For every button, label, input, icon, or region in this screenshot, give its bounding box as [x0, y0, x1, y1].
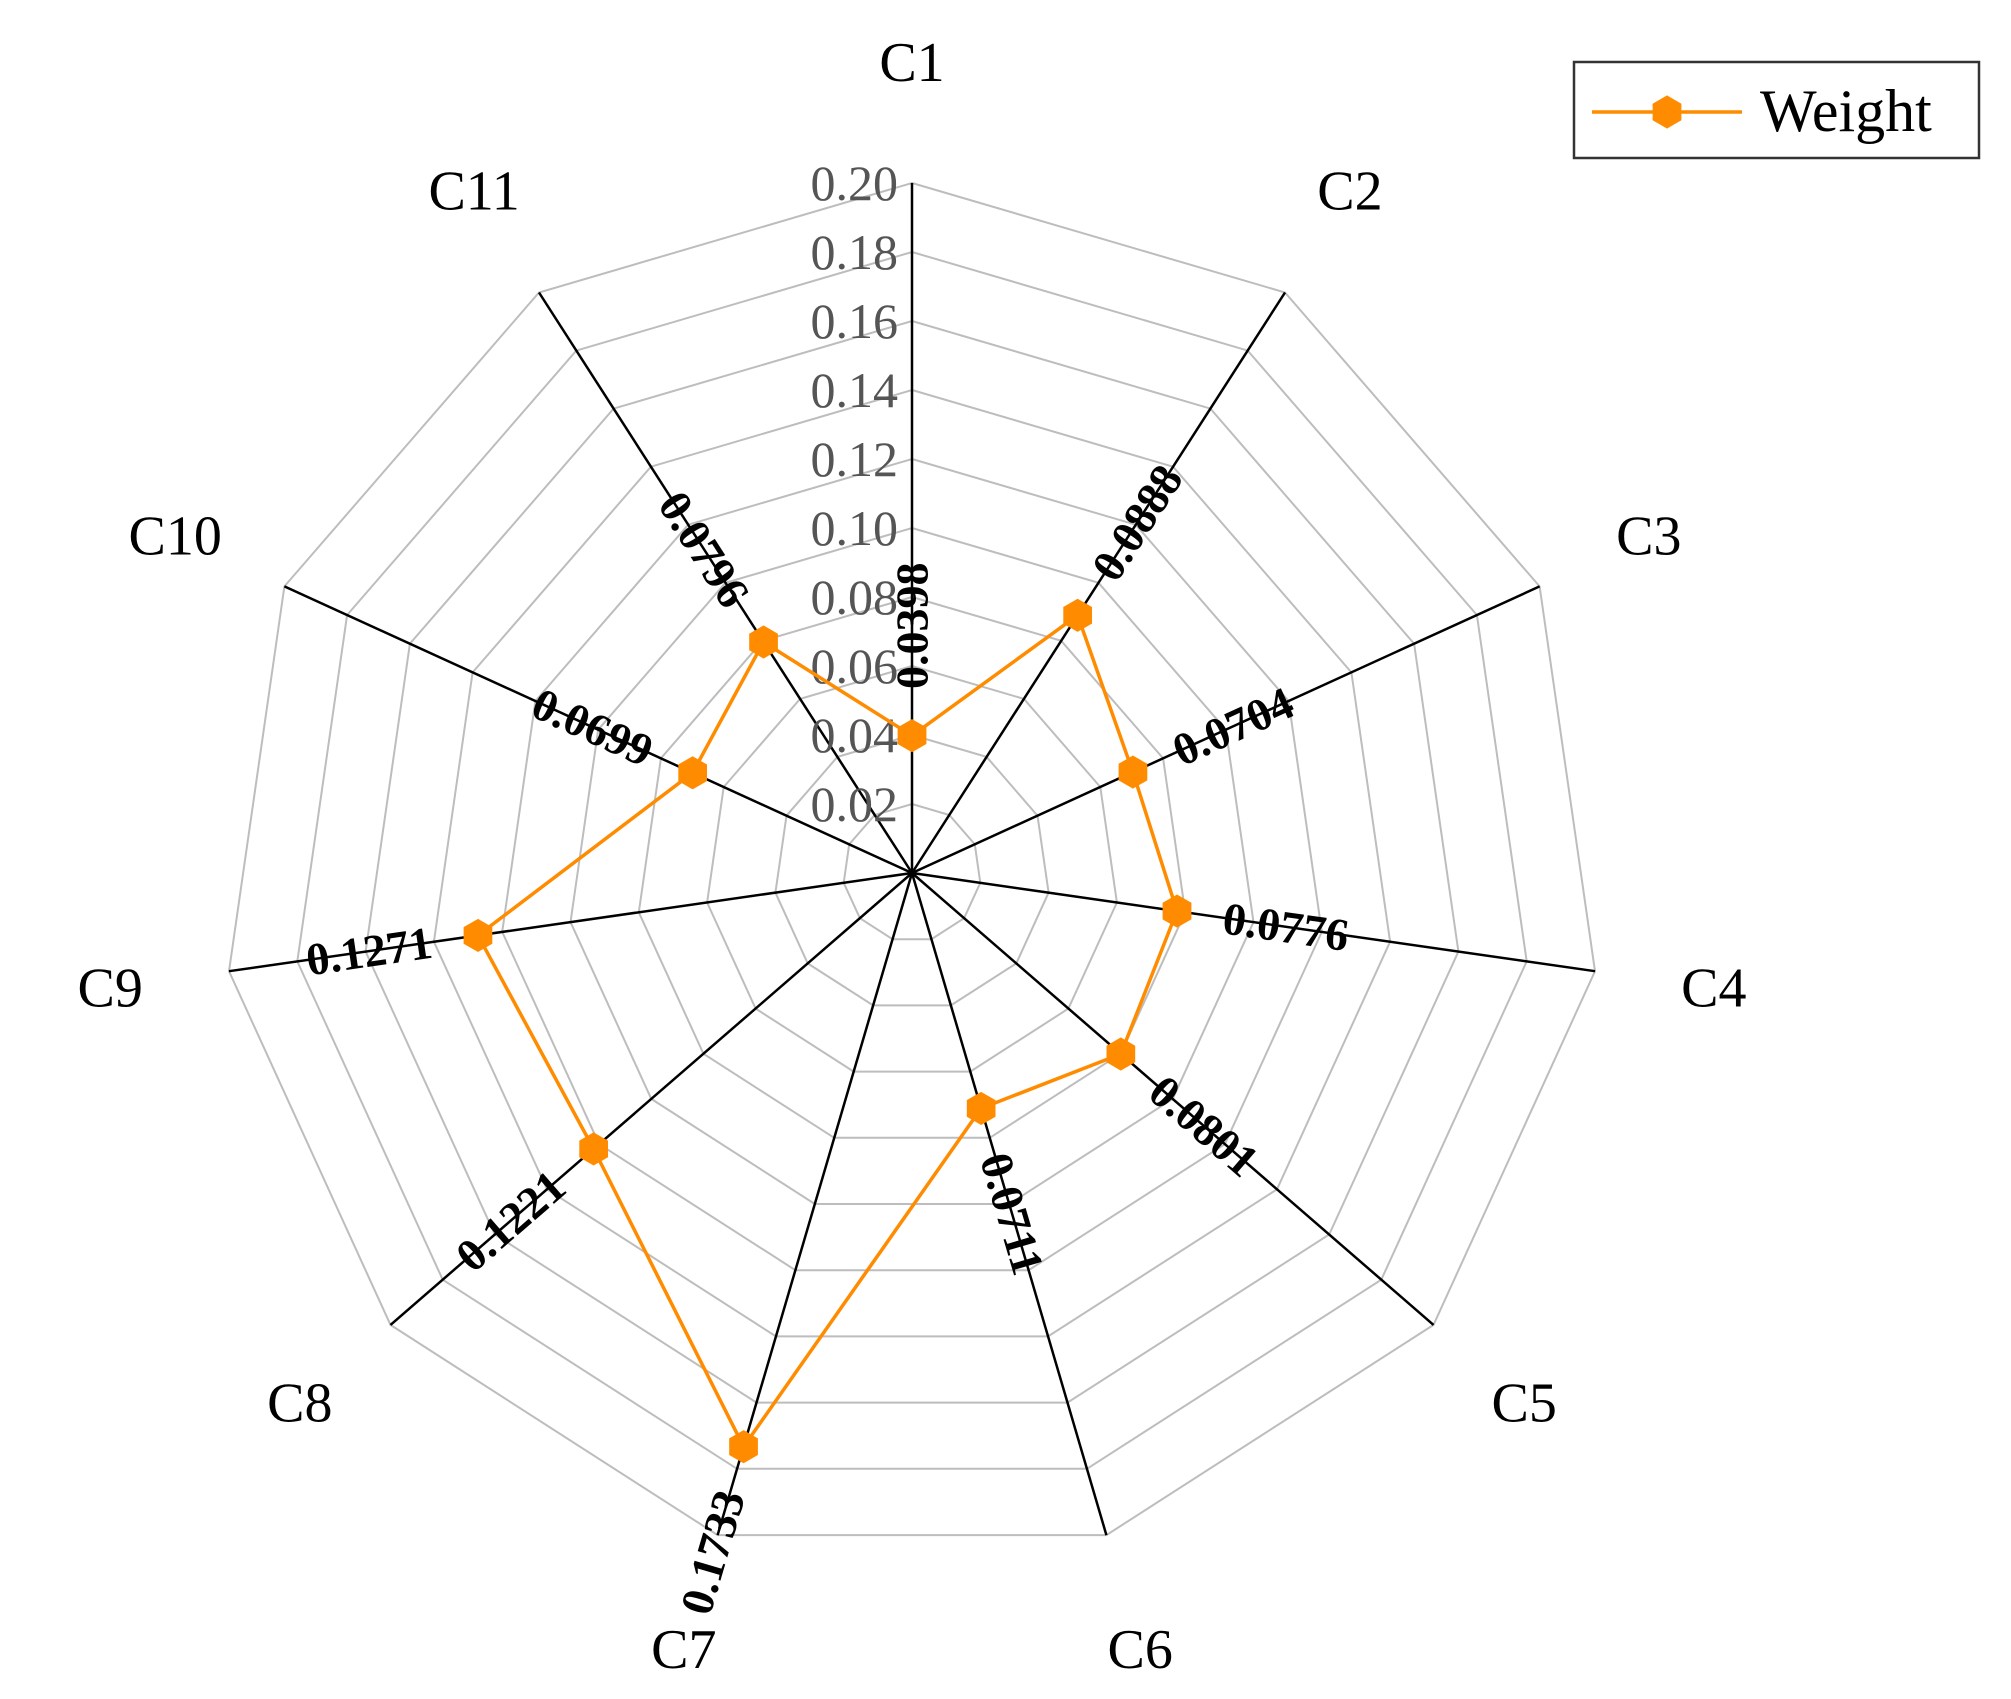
spoke-C5 — [911, 872, 1435, 1326]
legend-marker-icon — [1652, 95, 1682, 129]
spoke-C4 — [911, 871, 1596, 973]
spoke-C9 — [228, 871, 913, 973]
value-label-C5: 0.0801 — [1139, 1065, 1268, 1186]
category-label-C3: C3 — [1616, 506, 1681, 568]
value-label-C9: 0.1271 — [303, 917, 435, 986]
category-label-C8: C8 — [267, 1372, 332, 1434]
data-point-C6 — [966, 1091, 996, 1125]
legend-label: Weight — [1760, 78, 1932, 144]
grid-ring-3 — [637, 595, 1187, 1139]
data-point-C2 — [1063, 598, 1092, 632]
grid-ring-2 — [706, 664, 1118, 1073]
category-label-C9: C9 — [78, 957, 143, 1019]
radial-tick-label: 0.14 — [811, 362, 899, 418]
radial-tick-label: 0.08 — [811, 569, 899, 625]
value-labels: 0.03980.08880.07040.07760.08010.07110.17… — [303, 456, 1352, 1620]
data-point-C10 — [678, 756, 707, 790]
data-point-C9 — [463, 918, 493, 952]
category-label-C5: C5 — [1492, 1372, 1557, 1434]
legend-box — [1572, 60, 1981, 160]
spoke-C2 — [910, 291, 1287, 874]
value-label-C7: 0.1733 — [670, 1484, 755, 1620]
value-label-C6: 0.0711 — [970, 1147, 1054, 1280]
data-point-C8 — [579, 1132, 608, 1166]
spoke-C8 — [389, 872, 913, 1326]
radial-tick-label: 0.20 — [811, 155, 899, 211]
spoke-C11 — [537, 291, 914, 874]
grid-ring-9 — [227, 181, 1597, 1537]
data-point-C3 — [1118, 755, 1148, 789]
spoke-C7 — [716, 872, 914, 1536]
category-labels: C1 C2 C3 C4 C5 C6 C7 C8 C9 C10 C11 — [78, 32, 1747, 1681]
radial-tick-label: 0.06 — [811, 638, 899, 694]
category-label-C7: C7 — [651, 1619, 716, 1681]
radial-tick-label: 0.12 — [811, 431, 899, 487]
value-label-C2: 0.0888 — [1081, 456, 1192, 590]
grid-ring-1 — [774, 733, 1050, 1007]
category-label-C2: C2 — [1317, 161, 1382, 223]
category-label-C11: C11 — [428, 161, 519, 223]
grid-ring-7 — [364, 319, 1460, 1404]
category-label-C10: C10 — [129, 506, 222, 568]
data-point-C11 — [749, 625, 778, 659]
series-line-0 — [476, 613, 1179, 1449]
data-point-C1 — [897, 719, 927, 753]
radial-tick-label: 0.18 — [811, 224, 899, 280]
category-label-C4: C4 — [1681, 957, 1746, 1019]
data-point-C5 — [1106, 1037, 1136, 1071]
value-label-C1: 0.0398 — [887, 562, 938, 689]
weight-series — [463, 598, 1192, 1464]
radial-tick-label: 0.10 — [811, 500, 899, 556]
value-label-C8: 0.1221 — [446, 1160, 575, 1281]
spoke-C6 — [910, 872, 1108, 1536]
radial-tick-labels: 0.02 0.04 0.06 0.08 0.10 0.12 0.14 0.16 0.18 0.20 — [811, 155, 899, 832]
data-point-C4 — [1162, 894, 1192, 928]
grid-ring-8 — [296, 250, 1528, 1470]
value-label-C11: 0.0796 — [648, 482, 759, 616]
data-point-C7 — [729, 1430, 758, 1464]
axis-spokes — [228, 183, 1596, 1536]
value-label-C3: 0.0704 — [1165, 677, 1301, 776]
category-label-C6: C6 — [1108, 1619, 1173, 1681]
radial-tick-label: 0.04 — [811, 707, 899, 763]
radial-tick-label: 0.02 — [811, 776, 899, 832]
grid-ring-0 — [842, 802, 982, 941]
category-label-C1: C1 — [879, 32, 944, 94]
legend: Weight — [1572, 60, 1981, 160]
spoke-C3 — [911, 585, 1541, 875]
radial-tick-label: 0.16 — [811, 293, 899, 349]
grid-ring-5 — [501, 457, 1323, 1272]
spoke-C10 — [283, 585, 913, 875]
grid-ring-6 — [432, 388, 1392, 1338]
